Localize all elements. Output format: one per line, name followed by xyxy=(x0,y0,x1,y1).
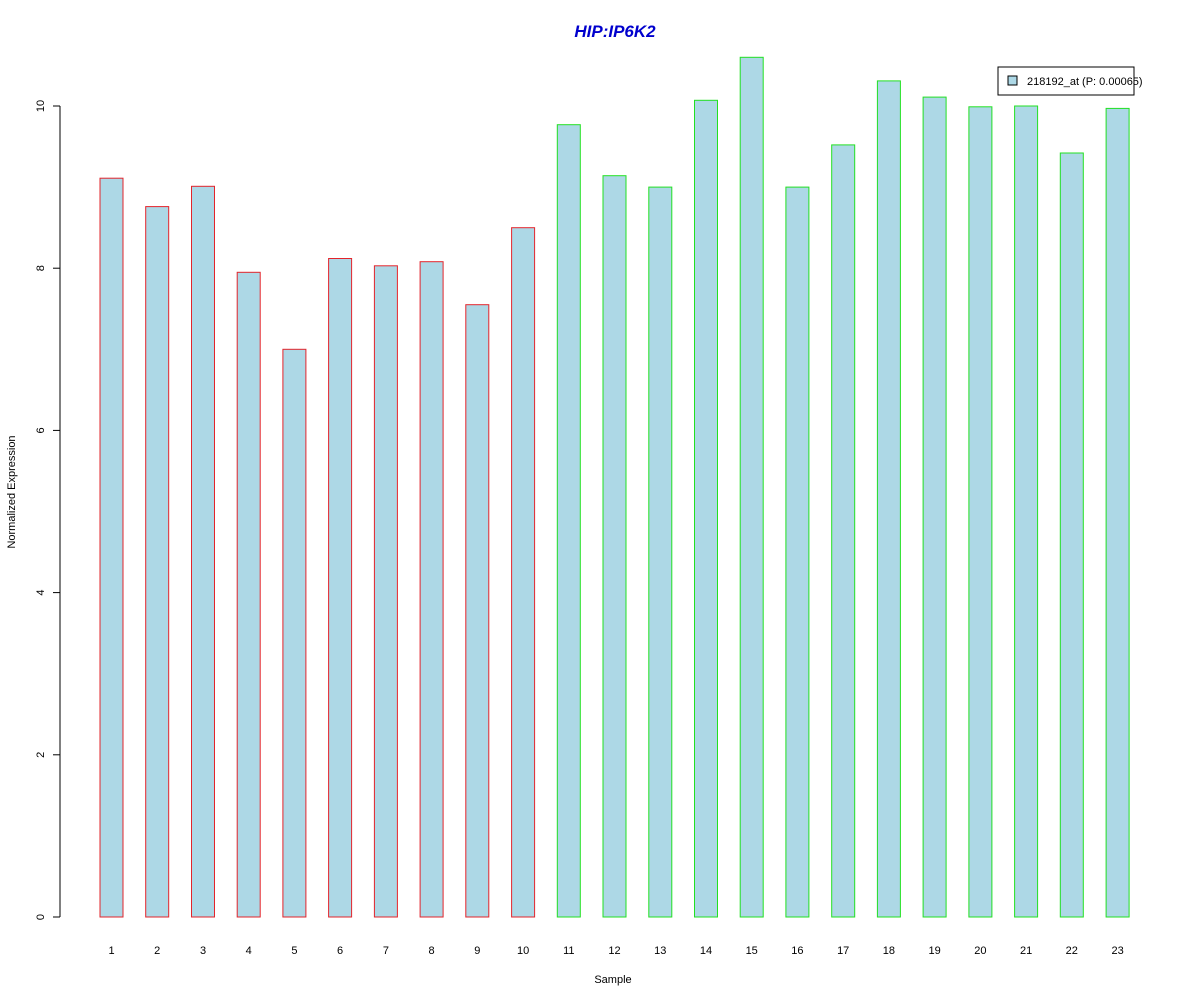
x-tick-label: 23 xyxy=(1111,945,1123,957)
bar-sample-8 xyxy=(419,261,444,918)
x-tick-label: 15 xyxy=(746,945,758,957)
y-tick-label: 6 xyxy=(35,427,47,433)
bar-sample-3 xyxy=(191,185,215,918)
x-tick-label: 18 xyxy=(883,945,895,957)
x-tick-label: 22 xyxy=(1066,945,1078,957)
x-tick-label: 12 xyxy=(608,945,620,957)
bar-sample-5 xyxy=(282,348,307,918)
x-tick-label: 3 xyxy=(200,945,206,957)
x-tick-label: 10 xyxy=(517,945,529,957)
bar-sample-18 xyxy=(876,80,901,918)
bar-sample-23 xyxy=(1105,107,1130,918)
bar-sample-9 xyxy=(465,304,490,918)
bar-sample-1 xyxy=(99,177,124,918)
bar-sample-6 xyxy=(328,258,353,918)
x-tick-label: 5 xyxy=(291,945,297,957)
x-tick-label: 1 xyxy=(108,945,114,957)
legend: 218192_at (P: 0.00065) xyxy=(997,66,1143,96)
bar-sample-10 xyxy=(511,227,536,918)
bar-sample-7 xyxy=(373,265,398,918)
bar-sample-16 xyxy=(785,186,810,918)
x-tick-label: 14 xyxy=(700,945,712,957)
bar-sample-20 xyxy=(968,106,993,918)
y-tick-label: 8 xyxy=(35,265,47,271)
legend-label: 218192_at (P: 0.00065) xyxy=(1027,76,1143,88)
x-tick-label: 6 xyxy=(337,945,343,957)
y-tick-label: 4 xyxy=(35,590,47,596)
x-tick-label: 8 xyxy=(429,945,435,957)
x-tick-label: 19 xyxy=(928,945,940,957)
bar-sample-14 xyxy=(694,99,718,918)
x-tick-label: 4 xyxy=(246,945,252,957)
bar-sample-21 xyxy=(1014,105,1039,918)
y-axis: 0 2 4 6 8 10 xyxy=(35,100,61,920)
legend-swatch xyxy=(1007,75,1018,86)
bar-sample-11 xyxy=(556,124,581,918)
bar-sample-15 xyxy=(739,56,764,918)
bars xyxy=(99,56,1130,918)
chart-title: HIP:IP6K2 xyxy=(574,22,656,41)
bar-sample-19 xyxy=(922,96,947,918)
x-tick-label: 9 xyxy=(474,945,480,957)
x-tick-label: 21 xyxy=(1020,945,1032,957)
y-axis-label: Normalized Expression xyxy=(6,435,18,548)
bar-sample-17 xyxy=(831,144,856,918)
x-tick-label: 20 xyxy=(974,945,986,957)
x-tick-label: 2 xyxy=(154,945,160,957)
x-tick-labels: 1 2 3 4 5 6 7 8 9 10 11 12 13 14 15 16 17 18 19 20 21 22 23 xyxy=(108,945,1123,957)
x-axis-label: Sample xyxy=(594,974,631,986)
legend-box xyxy=(997,66,1135,96)
bar-sample-22 xyxy=(1059,152,1084,918)
bar-sample-12 xyxy=(602,175,627,918)
bar-sample-4 xyxy=(236,271,261,918)
y-tick-label: 10 xyxy=(35,100,47,112)
x-tick-label: 11 xyxy=(563,945,574,957)
x-tick-label: 7 xyxy=(383,945,389,957)
y-tick-label: 2 xyxy=(35,752,47,758)
bar-sample-2 xyxy=(145,206,170,918)
x-tick-label: 17 xyxy=(837,945,849,957)
bar-sample-13 xyxy=(648,186,673,918)
y-tick-label: 0 xyxy=(35,914,47,920)
x-tick-label: 13 xyxy=(654,945,666,957)
x-tick-label: 16 xyxy=(791,945,803,957)
